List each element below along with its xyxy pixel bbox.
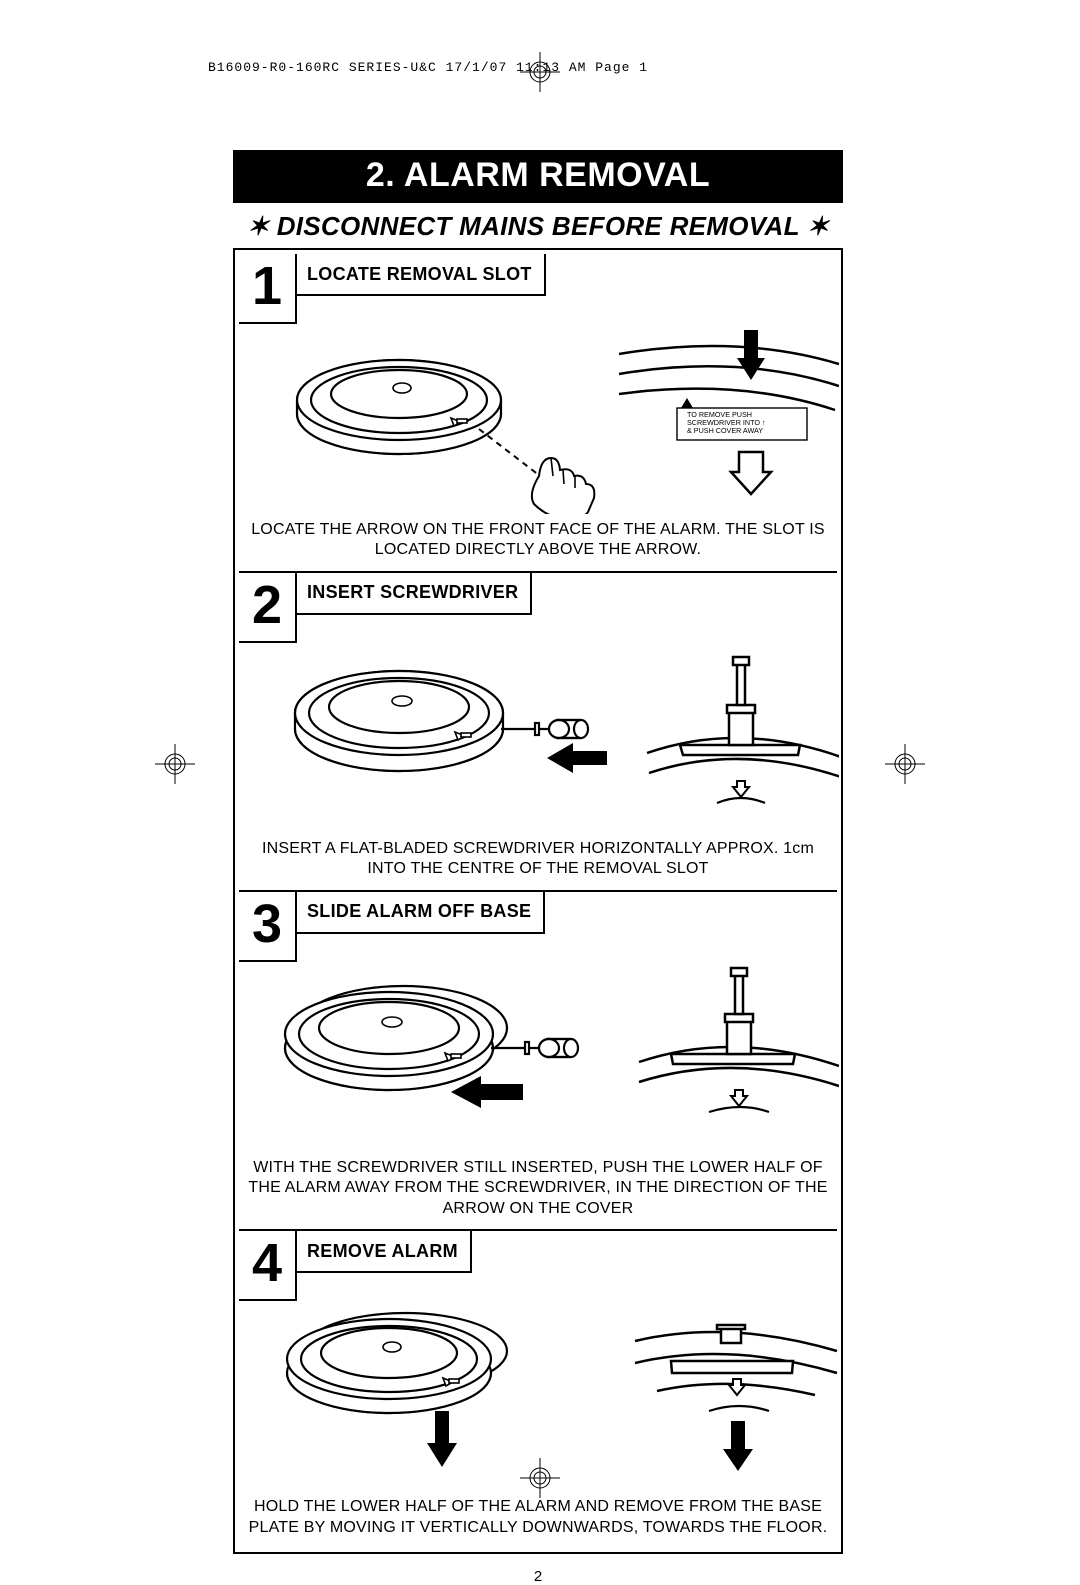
steps-container: 1 LOCATE REMOVAL SLOT — [233, 248, 843, 1554]
step-number: 4 — [239, 1231, 297, 1301]
section-title: 2. ALARM REMOVAL — [233, 150, 843, 203]
registration-mark-right — [885, 744, 925, 784]
star-left: ✶ — [247, 211, 269, 241]
step-number: 1 — [239, 254, 297, 324]
micro-text-3: & PUSH COVER AWAY — [687, 426, 763, 435]
step-title: LOCATE REMOVAL SLOT — [297, 254, 546, 296]
step-description: LOCATE THE ARROW ON THE FRONT FACE OF TH… — [239, 514, 837, 571]
print-header: B16009-R0-160RC SERIES-U&C 17/1/07 11:13… — [208, 60, 872, 75]
step-2: 2 INSERT SCREWDRIVER — [239, 571, 837, 890]
step-illustration — [239, 962, 837, 1152]
step-description: WITH THE SCREWDRIVER STILL INSERTED, PUS… — [239, 1152, 837, 1229]
step-illustration: TO REMOVE PUSH SCREWDRIVER INTO ↑ & PUSH… — [239, 324, 837, 514]
step-title: REMOVE ALARM — [297, 1231, 472, 1273]
step-description: INSERT A FLAT-BLADED SCREWDRIVER HORIZON… — [239, 833, 837, 890]
star-right: ✶ — [807, 211, 829, 241]
step-illustration — [239, 643, 837, 833]
step-number: 2 — [239, 573, 297, 643]
step-4: 4 REMOVE ALARM — [239, 1229, 837, 1548]
step-number: 3 — [239, 892, 297, 962]
subtitle-text: DISCONNECT MAINS BEFORE REMOVAL — [269, 211, 807, 241]
step-1: 1 LOCATE REMOVAL SLOT — [239, 254, 837, 571]
step-description: HOLD THE LOWER HALF OF THE ALARM AND REM… — [239, 1491, 837, 1548]
page-content: 2. ALARM REMOVAL ✶ DISCONNECT MAINS BEFO… — [233, 150, 843, 1585]
step-illustration — [239, 1301, 837, 1491]
registration-mark-left — [155, 744, 195, 784]
step-title: INSERT SCREWDRIVER — [297, 573, 532, 615]
step-3: 3 SLIDE ALARM OFF BASE — [239, 890, 837, 1229]
subtitle: ✶ DISCONNECT MAINS BEFORE REMOVAL ✶ — [233, 211, 843, 242]
step-title: SLIDE ALARM OFF BASE — [297, 892, 545, 934]
page-number: 2 — [233, 1568, 843, 1585]
